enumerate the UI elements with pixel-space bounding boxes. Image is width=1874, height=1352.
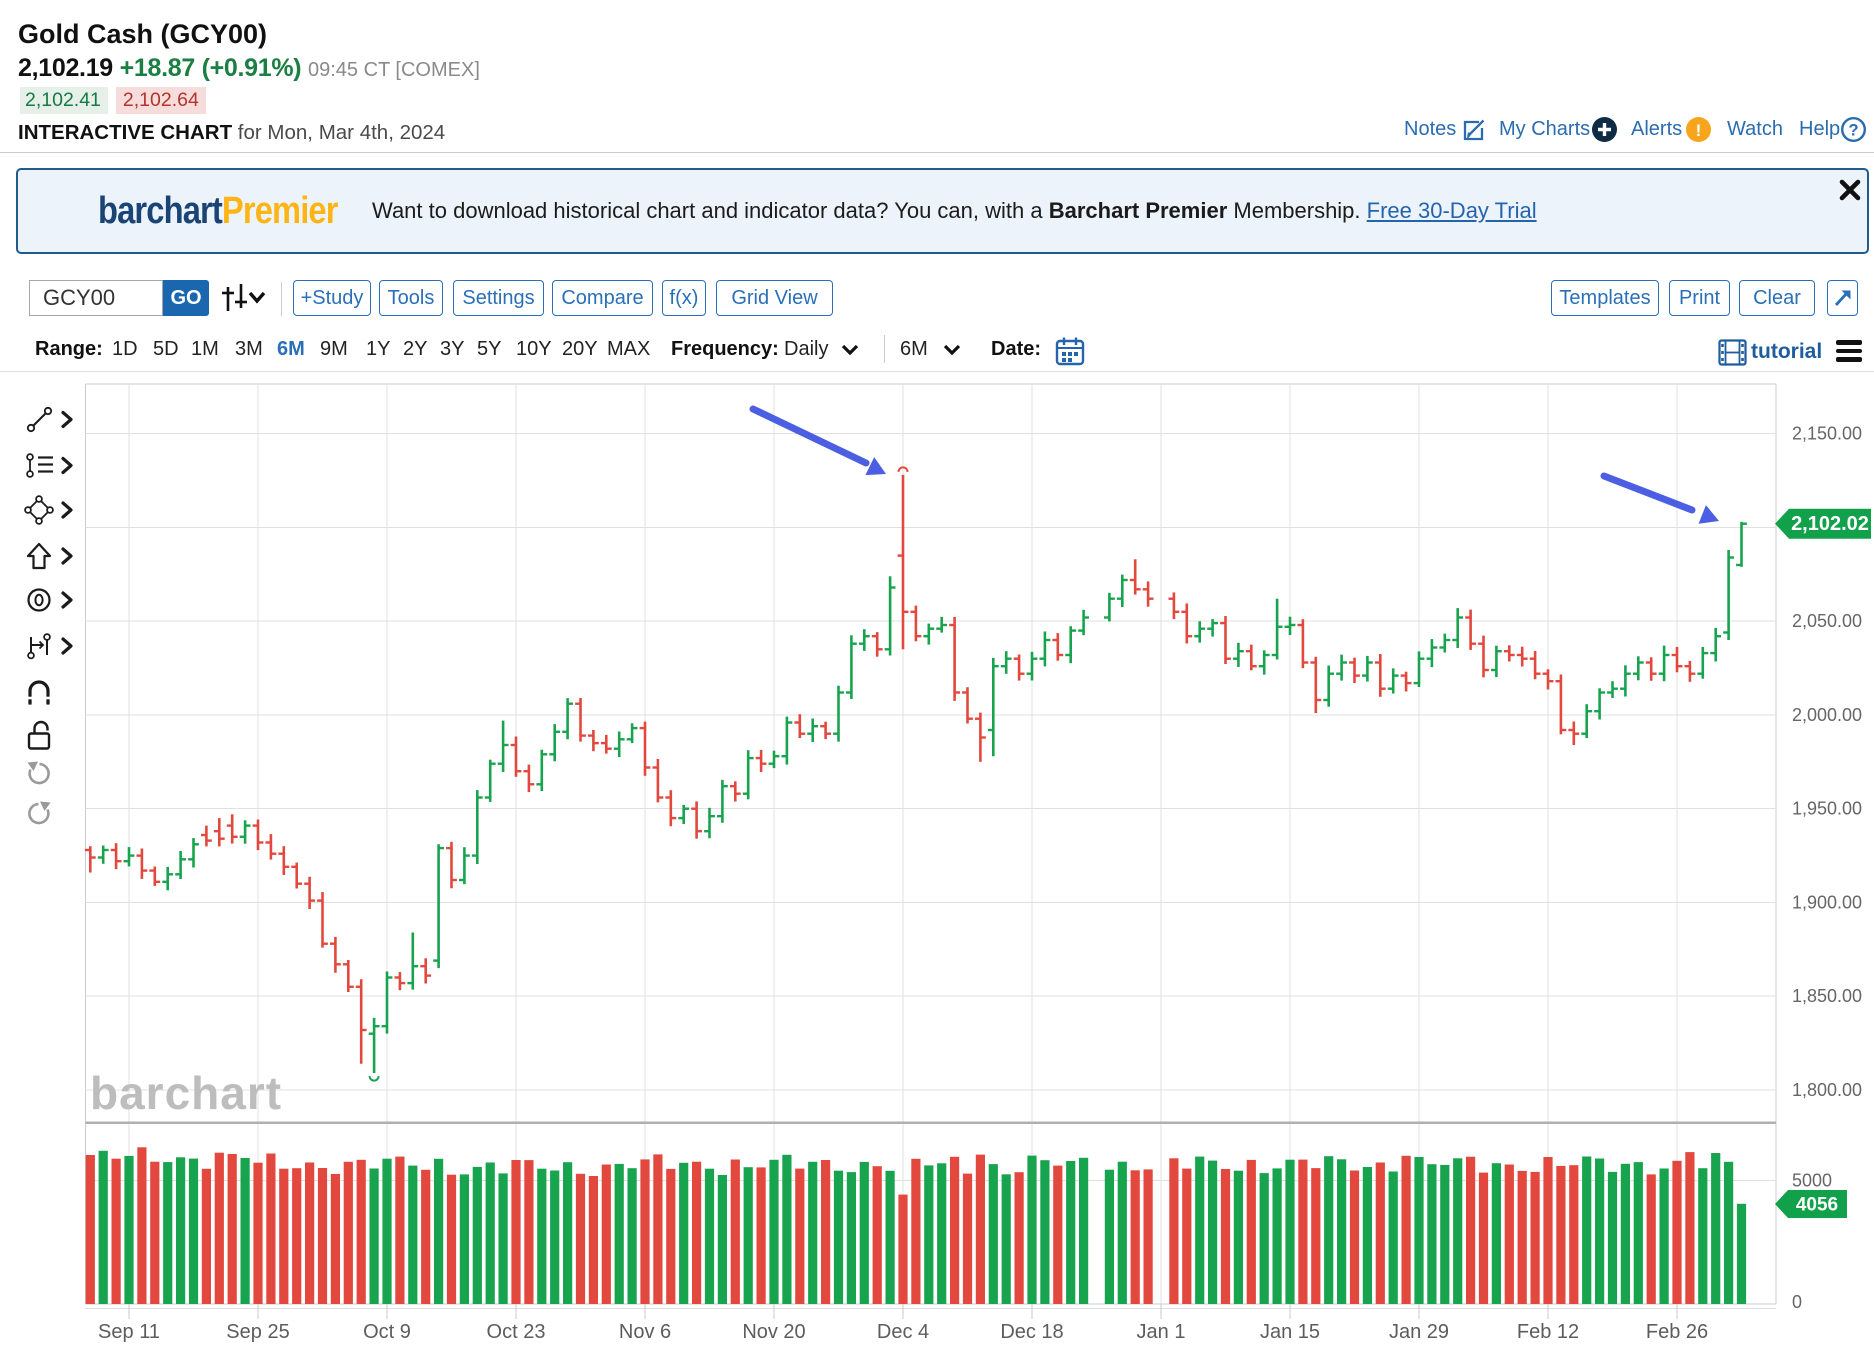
svg-text:Feb 26: Feb 26 xyxy=(1646,1321,1708,1343)
svg-text:1,800.00: 1,800.00 xyxy=(1792,1080,1862,1100)
svg-text:?: ? xyxy=(1848,122,1858,140)
svg-text:2,102.02: 2,102.02 xyxy=(1791,513,1869,535)
svg-text:Dec 4: Dec 4 xyxy=(877,1321,929,1343)
svg-text:1,950.00: 1,950.00 xyxy=(1792,799,1862,819)
svg-text:Feb 12: Feb 12 xyxy=(1517,1321,1579,1343)
svg-text:2,050.00: 2,050.00 xyxy=(1792,611,1862,631)
svg-text:Sep 25: Sep 25 xyxy=(226,1321,289,1343)
svg-text:Oct 23: Oct 23 xyxy=(487,1321,546,1343)
svg-text:Jan 29: Jan 29 xyxy=(1389,1321,1449,1343)
svg-text:Jan 1: Jan 1 xyxy=(1137,1321,1186,1343)
svg-text:Jan 15: Jan 15 xyxy=(1260,1321,1320,1343)
svg-text:!: ! xyxy=(1696,121,1702,140)
svg-text:2,000.00: 2,000.00 xyxy=(1792,705,1862,725)
svg-text:1,850.00: 1,850.00 xyxy=(1792,986,1862,1006)
svg-text:2,150.00: 2,150.00 xyxy=(1792,424,1862,444)
svg-text:4056: 4056 xyxy=(1796,1195,1838,1216)
svg-text:Nov 6: Nov 6 xyxy=(619,1321,671,1343)
svg-text:Sep 11: Sep 11 xyxy=(98,1321,160,1343)
svg-text:Oct 9: Oct 9 xyxy=(363,1321,411,1343)
svg-text:Dec 18: Dec 18 xyxy=(1000,1321,1063,1343)
svg-text:5000: 5000 xyxy=(1792,1171,1832,1191)
svg-text:barchart: barchart xyxy=(90,1067,282,1119)
svg-text:0: 0 xyxy=(1792,1292,1802,1312)
svg-text:1,900.00: 1,900.00 xyxy=(1792,893,1862,913)
svg-text:Nov 20: Nov 20 xyxy=(742,1321,805,1343)
